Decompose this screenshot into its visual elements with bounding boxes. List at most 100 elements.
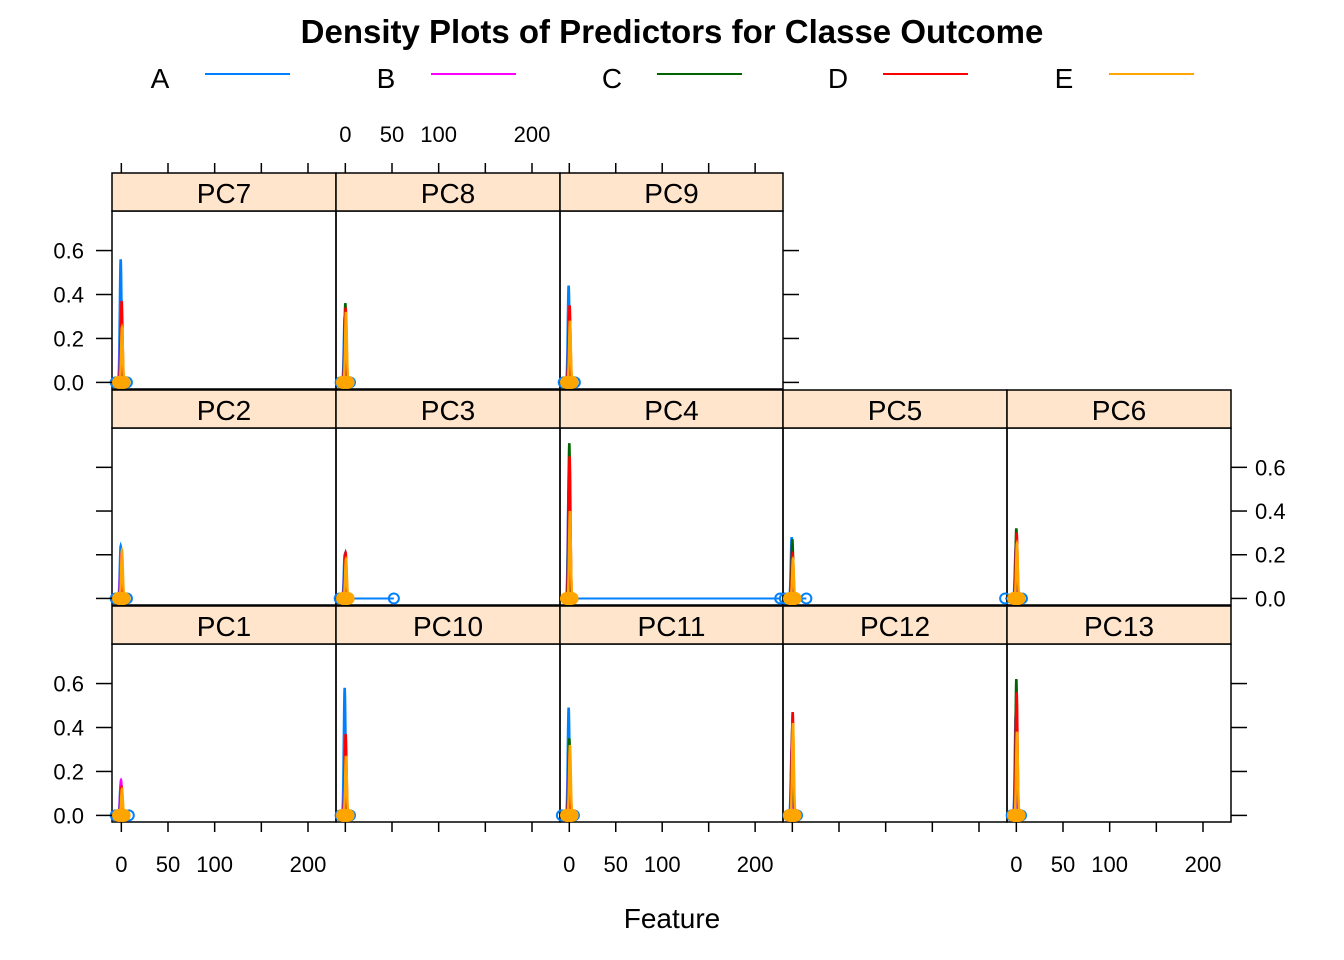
panel-pc2: PC2 (109, 389, 337, 606)
point-cluster (560, 808, 579, 822)
x-axis-col-1 (344, 822, 533, 832)
strip (335, 389, 561, 429)
y-tick-label: 0.0 (53, 803, 84, 828)
y-axis-row-1-right: 0.0 0.2 0.4 0.6 (1231, 455, 1286, 611)
point-mass (788, 593, 797, 604)
y-tick-label: 0.4 (53, 716, 84, 741)
point-mass (1012, 810, 1021, 821)
point-mass (788, 810, 797, 821)
strip-label: PC1 (197, 611, 251, 642)
x-axis-title: Feature (624, 903, 721, 934)
strip (782, 605, 1008, 645)
x-axis-col-2 (568, 163, 756, 173)
point-cluster (560, 375, 579, 389)
panel-pc11: PC11 (555, 605, 784, 823)
strip (111, 605, 337, 645)
point-cluster (1007, 591, 1026, 605)
panel-frame (111, 643, 337, 823)
strip-label: PC12 (860, 611, 930, 642)
strip-label: PC4 (644, 395, 698, 426)
point-cluster (1007, 808, 1026, 822)
x-tick-label: 50 (1051, 852, 1075, 877)
legend-label: E (1055, 63, 1074, 94)
x-axis-col-1: 0 50 100 200 (339, 122, 550, 173)
panel-pc7: PC7 (109, 172, 337, 390)
x-tick-label: 0 (1010, 852, 1022, 877)
panel-frame (559, 210, 784, 390)
strip (111, 389, 337, 429)
point-cluster (112, 375, 131, 389)
y-tick-label: 0.6 (53, 239, 84, 264)
x-tick-label: 0 (115, 852, 127, 877)
panel-frame (559, 427, 784, 606)
panel-pc6: PC6 (999, 389, 1232, 606)
point-mass (341, 810, 350, 821)
point-cluster (336, 375, 355, 389)
x-tick-label: 50 (380, 122, 404, 147)
y-tick-label: 0.0 (1255, 586, 1286, 611)
x-axis-col-0: 0 50 100 200 (115, 822, 326, 877)
point-mass (341, 593, 350, 604)
strip (335, 172, 561, 212)
x-tick-label: 200 (737, 852, 774, 877)
strip (559, 172, 784, 212)
legend-item-D: D (828, 63, 968, 94)
x-tick-label: 50 (604, 852, 628, 877)
panel-frame (335, 643, 561, 823)
panel-frame (1006, 643, 1232, 823)
panel-frame (782, 643, 1008, 823)
strip (1006, 605, 1232, 645)
y-tick-label: 0.6 (53, 672, 84, 697)
point-mass (1012, 593, 1021, 604)
panel-pc1: PC1 (109, 605, 337, 823)
point-cluster (560, 591, 579, 605)
x-tick-label: 200 (514, 122, 551, 147)
legend-label: C (602, 63, 622, 94)
panel-frame (782, 427, 1008, 606)
y-tick-label: 0.4 (1255, 499, 1286, 524)
strip (335, 605, 561, 645)
legend-item-C: C (602, 63, 742, 94)
legend-item-E: E (1055, 63, 1194, 94)
x-tick-label: 100 (1091, 852, 1128, 877)
x-tick-label: 100 (196, 852, 233, 877)
panel-frame (111, 210, 337, 390)
strip-label: PC7 (197, 178, 251, 209)
point-mass (117, 593, 126, 604)
point-cluster (112, 591, 131, 605)
panel-frame (335, 210, 561, 390)
y-tick-label: 0.0 (53, 370, 84, 395)
panel-pc9: PC9 (557, 172, 784, 390)
panel-pc3: PC3 (333, 389, 561, 606)
point-cluster (783, 591, 802, 605)
legend-label: D (828, 63, 848, 94)
x-axis-col-4: 0 50 100 200 (1010, 822, 1221, 877)
legend-label: A (151, 63, 170, 94)
point-mass (117, 810, 126, 821)
y-axis-row-2-right (783, 249, 799, 384)
chart-title: Density Plots of Predictors for Classe O… (301, 13, 1044, 50)
y-axis-row-1-left (96, 466, 112, 600)
strip (559, 605, 784, 645)
panel-frame (335, 427, 561, 606)
point-mass (341, 377, 350, 388)
rug-point-max (387, 592, 400, 605)
legend: A B C D E (151, 63, 1194, 94)
strip-label: PC3 (421, 395, 475, 426)
strip-label: PC10 (413, 611, 483, 642)
x-axis-col-2: 0 50 100 200 (563, 822, 773, 877)
panel-pc12: PC12 (782, 605, 1008, 823)
y-tick-label: 0.4 (53, 283, 84, 308)
panel-frame (111, 427, 337, 606)
legend-item-B: B (377, 63, 516, 94)
y-tick-label: 0.2 (1255, 543, 1286, 568)
panel-pc13: PC13 (1005, 605, 1232, 823)
point-cluster (783, 808, 802, 822)
strip-label: PC13 (1084, 611, 1154, 642)
strip-label: PC9 (644, 178, 698, 209)
x-tick-label: 200 (1185, 852, 1222, 877)
x-tick-label: 100 (644, 852, 681, 877)
strip-label: PC2 (197, 395, 251, 426)
strip (1006, 389, 1232, 429)
x-tick-label: 50 (156, 852, 180, 877)
